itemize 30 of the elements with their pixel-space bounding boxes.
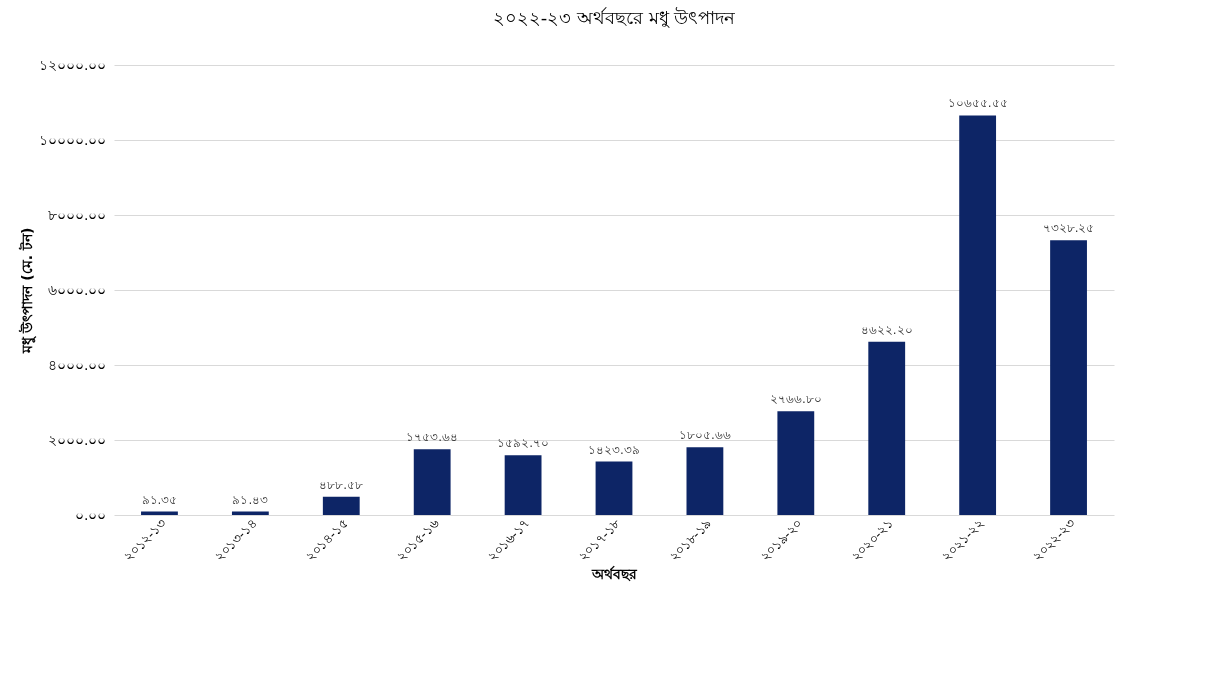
y-tick-label: ০.০০	[75, 506, 107, 523]
bar	[686, 447, 724, 515]
data-label: ১৮০৫.৬৬	[679, 428, 731, 443]
y-tick-label: ২০০০.০০	[48, 431, 107, 448]
bar	[504, 455, 542, 515]
bar	[777, 411, 815, 515]
y-tick-label: ১০০০০.০০	[39, 131, 107, 148]
bar	[1050, 240, 1087, 515]
data-label: ১৭৫৩.৬৪	[406, 430, 459, 445]
bar	[868, 341, 906, 515]
y-tick-label: ৪০০০.০০	[48, 356, 107, 373]
data-label: ৪৬২২.২০	[860, 322, 913, 337]
data-label: ৯১.৪৩	[232, 492, 269, 507]
data-label: ৭৩২৮.২৫	[1042, 221, 1095, 236]
y-axis-title: মধু উৎপাদন (মে. টন)	[18, 227, 38, 355]
data-label: ২৭৬৬.৮০	[769, 392, 822, 407]
y-tick-label: ৮০০০.০০	[48, 206, 107, 223]
bar	[322, 496, 360, 515]
data-label: ১৫৯২.৭০	[497, 436, 550, 451]
bar	[413, 449, 451, 515]
data-label: ১০৬৫৫.৫৫	[947, 96, 1008, 111]
data-label: ৯১.৩৫	[141, 492, 178, 507]
data-label: ৪৮৮.৫৮	[319, 477, 364, 492]
x-axis-title: অর্থবছর	[591, 564, 638, 582]
bar	[595, 461, 633, 515]
y-tick-label: ৬০০০.০০	[48, 281, 107, 298]
bar	[959, 115, 997, 515]
data-label: ১৪২৩.৩৯	[588, 442, 640, 457]
y-tick-label: ১২০০০.০০	[39, 56, 107, 73]
chart-title: ২০২২-২৩ অর্থবছরে মধু উৎপাদন	[492, 7, 736, 28]
